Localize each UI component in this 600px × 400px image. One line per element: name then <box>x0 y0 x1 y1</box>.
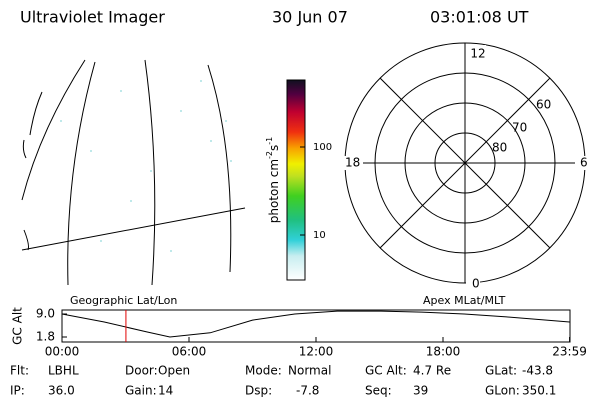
date: 30 Jun 07 <box>272 8 348 27</box>
colorbar-label: photon cm-2s-1 <box>265 137 281 224</box>
field-value: Normal <box>288 364 331 378</box>
label-part: s <box>267 145 281 151</box>
mlt-label: 0 <box>472 277 480 291</box>
colorbar-tick: 100 <box>313 142 332 153</box>
title: Ultraviolet Imager <box>20 8 165 27</box>
lat-label: 70 <box>512 121 527 135</box>
field-value: 36.0 <box>48 384 75 398</box>
field-value: -7.8 <box>296 384 319 398</box>
polar-grid: 12 6 0 18 60 70 80 <box>343 42 589 291</box>
field-label: Seq: <box>365 384 392 398</box>
field-label: Door: <box>125 364 158 378</box>
x-tick-label: 18:00 <box>426 345 461 359</box>
polar-label: Apex MLat/MLT <box>423 294 506 307</box>
mlt-label: 18 <box>345 156 360 170</box>
mlt-label: 6 <box>580 156 588 170</box>
field-value: -43.8 <box>522 364 553 378</box>
time: 03:01:08 UT <box>430 8 529 27</box>
field-value: Open <box>158 364 190 378</box>
field-value: 350.1 <box>522 384 556 398</box>
x-tick-label: 06:00 <box>172 345 207 359</box>
label-part: -2 <box>265 151 274 159</box>
field-label: IP: <box>10 384 25 398</box>
field-value: 4.7 Re <box>413 364 451 378</box>
label-part: -1 <box>265 137 274 145</box>
label-part: photon cm <box>267 159 281 223</box>
lat-label: 80 <box>492 141 507 155</box>
field-value: 39 <box>413 384 428 398</box>
x-tick-label: 23:59 <box>552 345 587 359</box>
field-label: GLon: <box>485 384 520 398</box>
x-tick-label: 12:00 <box>299 345 334 359</box>
colorbar-tick: 10 <box>313 230 326 241</box>
footer: Flt: LBHL Door: Open Mode: Normal GC Alt: 4.7 R… <box>10 364 556 398</box>
field-label: GLat: <box>485 364 517 378</box>
mlt-label: 12 <box>470 47 485 61</box>
y-tick-label: 1.8 <box>36 330 55 344</box>
altitude-line <box>61 310 570 338</box>
field-value: LBHL <box>48 364 79 378</box>
y-tick-label: 9.0 <box>36 307 55 321</box>
field-label: Dsp: <box>245 384 272 398</box>
x-tick-label: 00:00 <box>45 345 80 359</box>
lat-label: 60 <box>536 98 551 112</box>
timeline-y-label: GC Alt <box>11 307 25 345</box>
field-value: 14 <box>158 384 173 398</box>
map <box>21 59 246 286</box>
field-label: GC Alt: <box>365 364 407 378</box>
field-label: Gain: <box>125 384 157 398</box>
colorbar: 100 10 photon cm-2s-1 <box>265 79 332 281</box>
map-label: Geographic Lat/Lon <box>70 294 177 307</box>
field-label: Mode: <box>245 364 282 378</box>
field-label: Flt: <box>10 364 29 378</box>
